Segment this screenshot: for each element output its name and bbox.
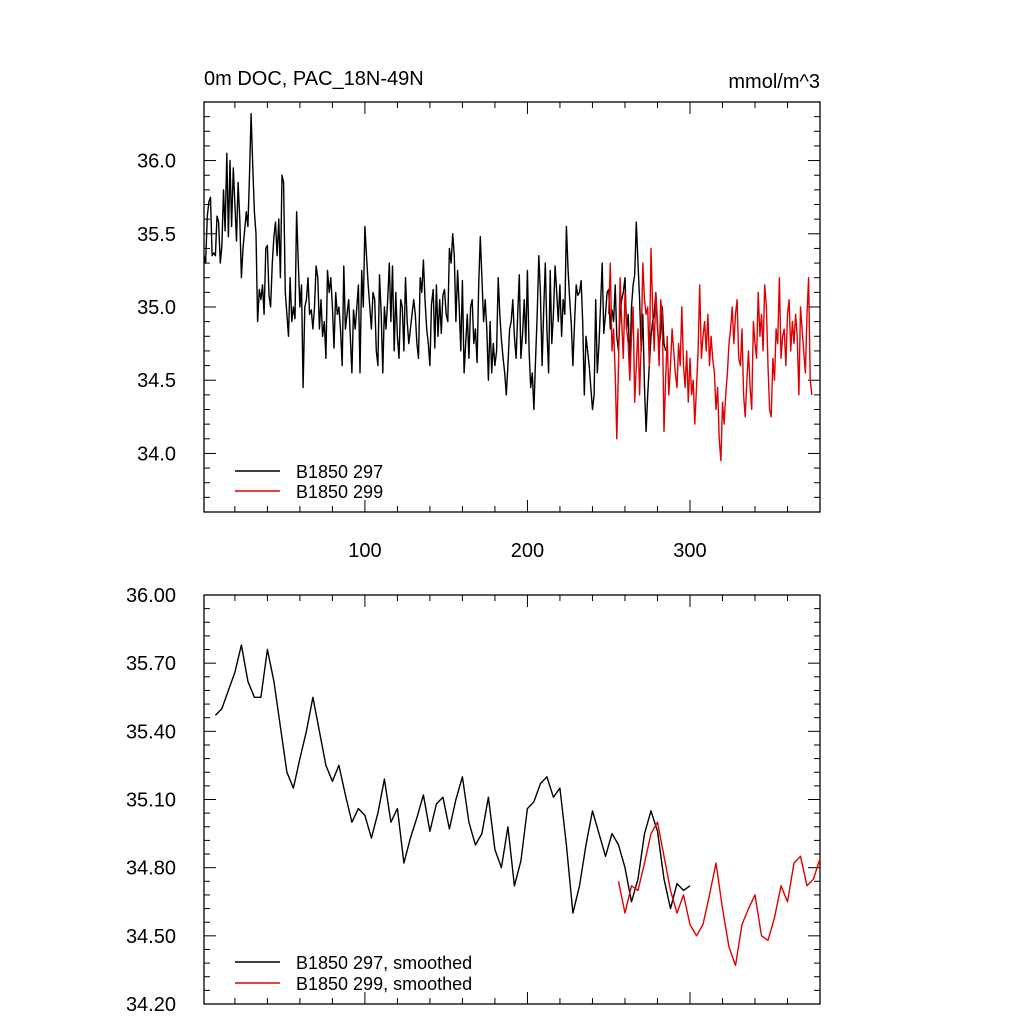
top-chart-units: mmol/m^3: [728, 71, 820, 93]
top-chart-title: 0m DOC, PAC_18N-49N: [204, 68, 424, 90]
y-tick-label: 36.00: [126, 585, 176, 607]
y-tick-label: 34.20: [126, 994, 176, 1016]
x-tick-label: 300: [673, 540, 706, 562]
legend-label-b1850-299-smoothed: B1850 299, smoothed: [296, 974, 472, 994]
y-tick-label: 35.70: [126, 653, 176, 675]
y-tick-label: 34.50: [126, 926, 176, 948]
y-tick-label: 36.0: [137, 151, 176, 173]
legend-label-b1850-297: B1850 297: [296, 462, 383, 482]
panel-bottom: 34.20 34.50 34.80 35.10 35.40 35.70 36.00 B185…: [126, 585, 821, 1016]
series-line-b1850-297: [203, 112, 667, 433]
series-line-b1850-299-smoothed: [617, 821, 821, 967]
bottom-legend: B1850 297, smoothed B1850 299, smoothed: [235, 953, 472, 994]
x-tick-label: 200: [511, 540, 544, 562]
top-series-group: [203, 112, 813, 462]
y-tick-label: 34.80: [126, 858, 176, 880]
series-line-b1850-299: [608, 247, 813, 462]
top-legend: B1850 297 B1850 299: [235, 462, 383, 502]
y-tick-label: 35.10: [126, 790, 176, 812]
y-tick-label: 35.0: [137, 297, 176, 319]
bottom-y-tick-labels: 34.20 34.50 34.80 35.10 35.40 35.70 36.00: [126, 585, 176, 1016]
panel-top: 0m DOC, PAC_18N-49N mmol/m^3 34.0 34.5 35.…: [137, 68, 821, 562]
y-tick-label: 35.5: [137, 224, 176, 246]
series-line-b1850-297-smoothed: [214, 644, 691, 914]
y-tick-label: 34.0: [137, 443, 176, 465]
top-x-tick-labels: 100 200 300: [348, 540, 706, 562]
bottom-series-group: [214, 644, 821, 967]
y-tick-label: 34.5: [137, 370, 176, 392]
top-tick-marks: [204, 101, 820, 513]
bottom-tick-marks: [204, 594, 820, 1005]
x-tick-label: 100: [348, 540, 381, 562]
top-y-tick-labels: 34.0 34.5 35.0 35.5 36.0: [137, 151, 176, 466]
legend-label-b1850-297-smoothed: B1850 297, smoothed: [296, 953, 472, 973]
y-tick-label: 35.40: [126, 721, 176, 743]
legend-label-b1850-299: B1850 299: [296, 482, 383, 502]
